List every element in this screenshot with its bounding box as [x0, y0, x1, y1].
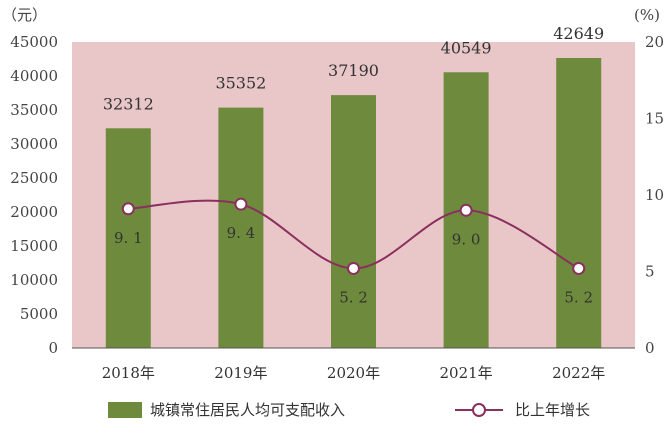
y-left-tick-label: 5000	[20, 305, 58, 323]
legend-label-growth: 比上年增长	[515, 401, 590, 419]
income-bar-label: 35352	[215, 74, 266, 93]
growth-rate-marker	[459, 203, 473, 217]
y-left-tick-label: 20000	[10, 203, 58, 221]
growth-rate-label: 9. 1	[114, 229, 143, 247]
y-right-tick-label: 5	[645, 263, 655, 281]
income-bar-label: 37190	[328, 61, 379, 80]
y-left-tick-label: 0	[48, 339, 58, 357]
income-bar	[218, 107, 264, 348]
x-tick-label: 2019年	[214, 364, 267, 382]
growth-rate-marker	[234, 197, 248, 211]
income-bar-label: 32312	[103, 94, 154, 113]
growth-rate-marker	[121, 202, 135, 216]
y-left-tick-label: 35000	[10, 101, 58, 119]
y-left-tick-label: 40000	[10, 67, 58, 85]
y-left-tick-label: 10000	[10, 271, 58, 289]
income-bar	[105, 128, 151, 348]
income-bar	[331, 95, 376, 348]
y-right-tick-label: 10	[645, 186, 664, 204]
growth-rate-label: 9. 4	[227, 224, 256, 242]
legend-swatch-income	[108, 402, 142, 418]
y-right-tick-label: 0	[645, 339, 655, 357]
growth-rate-marker	[572, 261, 586, 275]
growth-rate-marker	[347, 261, 360, 275]
income-bar-label: 40549	[441, 38, 492, 57]
growth-rate-label: 5. 2	[339, 288, 368, 306]
legend-swatch-growth-marker	[472, 403, 486, 417]
y-right-tick-label: 15	[645, 110, 664, 128]
income-bar	[556, 57, 602, 348]
growth-rate-label: 5. 2	[564, 288, 593, 306]
y-left-tick-label: 45000	[10, 33, 58, 51]
x-tick-label: 2020年	[327, 364, 380, 382]
x-tick-label: 2022年	[552, 364, 605, 382]
y-right-unit: (%)	[634, 6, 660, 24]
legend-label-income: 城镇常住居民人均可支配收入	[150, 401, 345, 419]
y-left-tick-label: 30000	[10, 135, 58, 153]
y-right-tick-label: 20	[645, 33, 664, 51]
growth-rate-label: 9. 0	[452, 230, 481, 248]
y-left-tick-label: 15000	[10, 237, 58, 255]
y-left-unit: （元）	[2, 6, 47, 24]
x-tick-label: 2021年	[440, 364, 493, 382]
x-tick-label: 2018年	[102, 364, 155, 382]
y-left-tick-label: 25000	[10, 169, 58, 187]
income-bar-label: 42649	[553, 24, 604, 43]
